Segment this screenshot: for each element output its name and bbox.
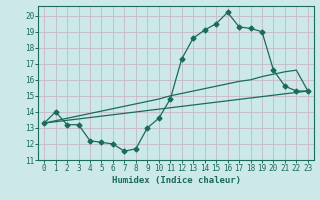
X-axis label: Humidex (Indice chaleur): Humidex (Indice chaleur)	[111, 176, 241, 185]
